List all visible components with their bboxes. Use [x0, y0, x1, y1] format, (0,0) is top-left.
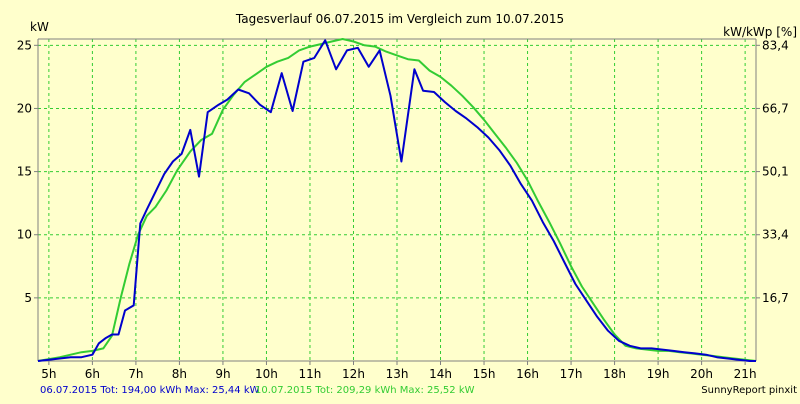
x-tick-label-12h: 12h	[342, 367, 365, 381]
x-tick-label-8h: 8h	[172, 367, 187, 381]
y-axis-right-label: kW/kWp [%]	[723, 25, 797, 39]
x-tick-label-16h: 16h	[516, 367, 539, 381]
legend-series-2: 10.07.2015 Tot: 209,29 kWh Max: 25,52 kW	[255, 385, 475, 396]
series-line-10.07.2015	[37, 38, 757, 362]
chart-title: Tagesverlauf 06.07.2015 im Vergleich zum…	[235, 12, 564, 26]
x-tick-label-19h: 19h	[647, 367, 670, 381]
y-tick-label-right-66,7: 66,7	[762, 101, 789, 115]
y-tick-label-right-33,4: 33,4	[762, 228, 789, 242]
y-tick-label-right-50,1: 50,1	[762, 165, 789, 179]
x-tick-label-5h: 5h	[41, 367, 56, 381]
tick-labels: 5h 6h 7h 8h 9h 10h 11h 12h 13h 14h 15h 16h 17h 18h 19h…	[17, 38, 789, 381]
x-tick-label-17h: 17h	[560, 367, 583, 381]
y-tick-label-right-16,7: 16,7	[762, 291, 789, 305]
y-tick-label-left-5: 5	[24, 291, 32, 305]
x-tick-label-13h: 13h	[386, 367, 409, 381]
series-line-06.07.2015	[37, 39, 756, 362]
credit-label: SunnyReport pinxit	[701, 385, 797, 396]
x-tick-label-18h: 18h	[603, 367, 626, 381]
x-tick-label-11h: 11h	[299, 367, 322, 381]
y-tick-label-left-25: 25	[17, 38, 32, 52]
y-tick-label-left-10: 10	[17, 228, 32, 242]
grid	[38, 39, 756, 361]
legend-series-1: 06.07.2015 Tot: 194,00 kWh Max: 25,44 kW	[40, 385, 260, 396]
series-group	[37, 38, 757, 362]
x-tick-label-10h: 10h	[255, 367, 278, 381]
y-tick-label-left-20: 20	[17, 101, 32, 115]
x-tick-label-20h: 20h	[690, 367, 713, 381]
y-tick-label-left-15: 15	[17, 165, 32, 179]
x-tick-label-15h: 15h	[473, 367, 496, 381]
x-tick-label-9h: 9h	[215, 367, 230, 381]
x-tick-label-21h: 21h	[734, 367, 757, 381]
y-tick-label-right-83,4: 83,4	[762, 38, 789, 52]
x-tick-label-7h: 7h	[128, 367, 143, 381]
y-axis-left-label: kW	[30, 20, 49, 34]
x-tick-label-6h: 6h	[85, 367, 100, 381]
x-tick-label-14h: 14h	[429, 367, 452, 381]
